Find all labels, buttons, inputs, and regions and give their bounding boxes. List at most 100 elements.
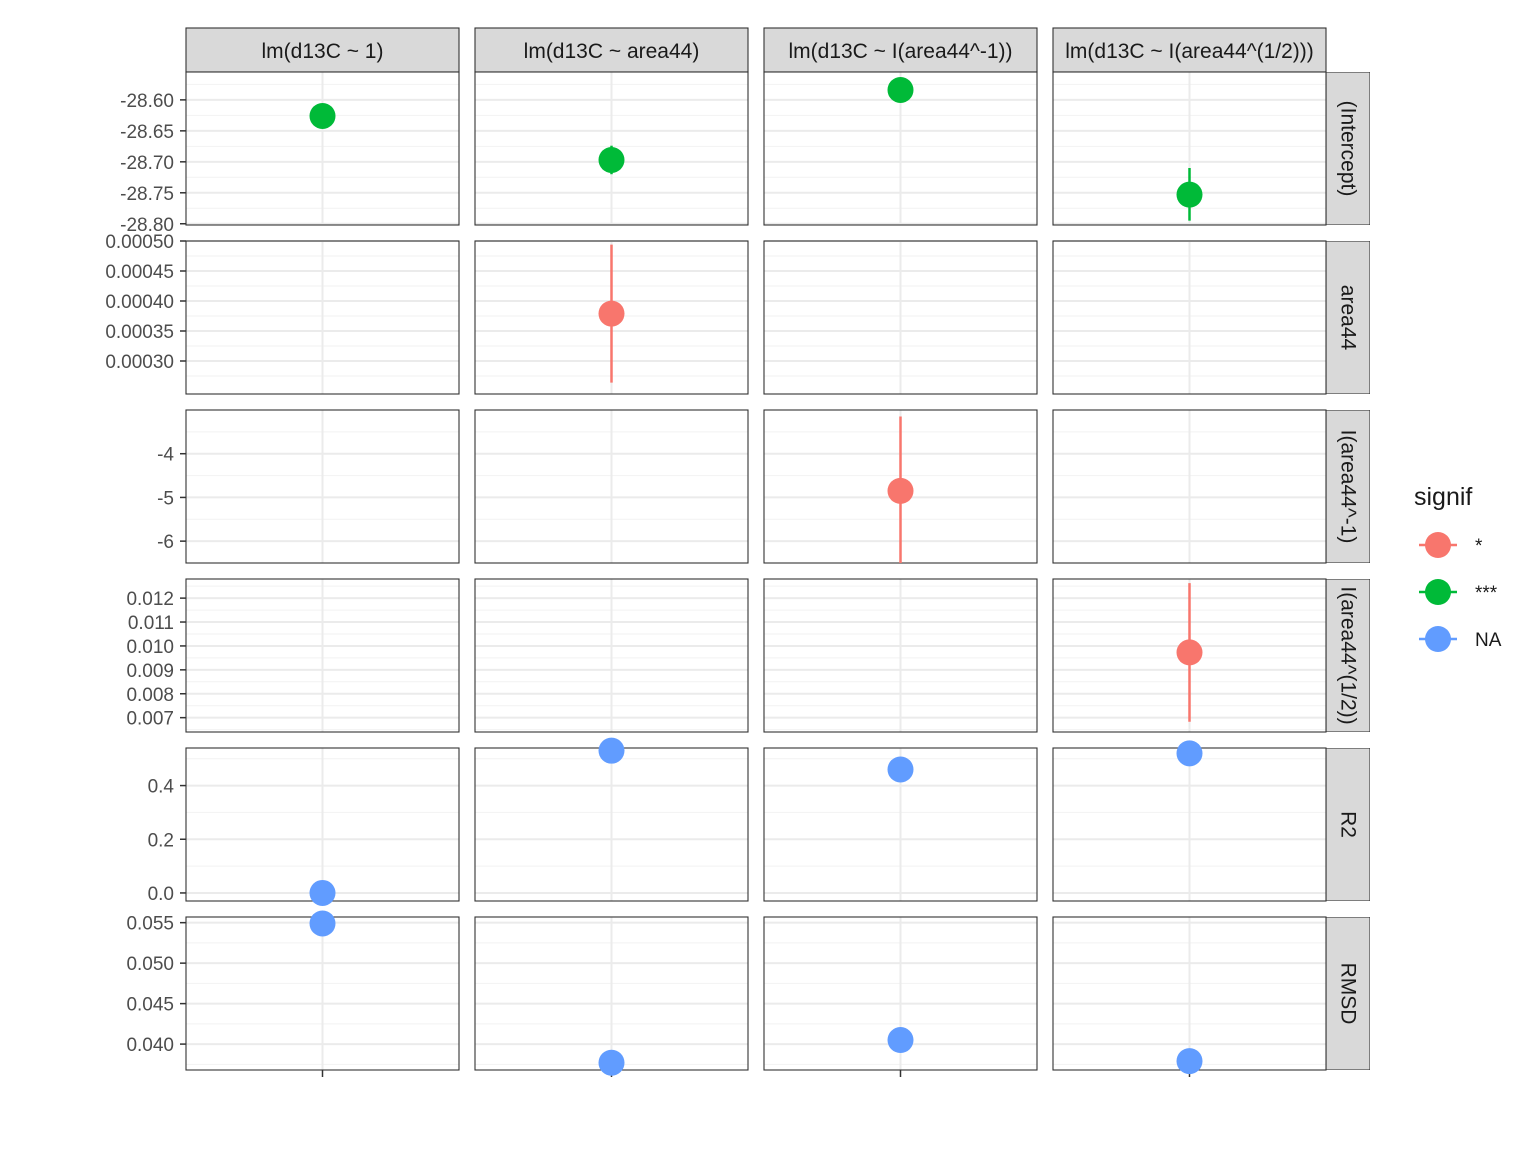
row-strip-bg bbox=[1326, 241, 1370, 394]
column-strip-3: lm(d13C ~ I(area44^-1)) bbox=[763, 27, 1038, 73]
y-tick-label: 0.011 bbox=[128, 613, 174, 634]
data-point-group bbox=[887, 756, 914, 783]
data-point-group bbox=[309, 879, 336, 906]
column-strip-label: lm(d13C ~ area44) bbox=[524, 40, 700, 63]
data-point-group bbox=[887, 416, 914, 563]
data-point-group bbox=[309, 910, 336, 937]
row-strip-bg bbox=[1326, 579, 1370, 732]
panel-r3-c4 bbox=[1052, 409, 1327, 564]
row-strip-label: I(area44^-1) bbox=[1337, 430, 1360, 544]
row-strip-label: I(area44^(1/2)) bbox=[1337, 586, 1360, 724]
column-strip-label: lm(d13C ~ I(area44^-1)) bbox=[788, 40, 1012, 63]
data-point bbox=[598, 146, 625, 173]
row-strip-label: area44 bbox=[1337, 285, 1360, 351]
column-strip-2: lm(d13C ~ area44) bbox=[474, 27, 749, 73]
panel-r5-c4 bbox=[1052, 747, 1327, 902]
data-point bbox=[598, 300, 625, 327]
data-point bbox=[1176, 639, 1203, 666]
data-point bbox=[1176, 740, 1203, 767]
legend-key-point bbox=[1425, 532, 1451, 558]
data-point-group bbox=[887, 76, 914, 103]
data-point-group bbox=[309, 102, 336, 129]
y-axis-row-5: 0.4 0.2 0.0 bbox=[148, 777, 186, 905]
legend-entry: *** bbox=[1419, 579, 1498, 605]
y-tick-label: -28.80 bbox=[120, 215, 174, 236]
column-strip-bg bbox=[1052, 27, 1327, 73]
legend-label: *** bbox=[1475, 583, 1498, 604]
panel-border bbox=[763, 71, 1038, 226]
y-axis-row-3: -4 -5 -6 bbox=[157, 445, 186, 553]
y-tick-label: 0.009 bbox=[126, 661, 174, 682]
row-strip-2: area44 bbox=[1326, 241, 1370, 394]
panel-r6-c1 bbox=[185, 916, 460, 1071]
panel-r6-c4 bbox=[1052, 916, 1327, 1071]
panel-border bbox=[763, 747, 1038, 902]
legend-key-point bbox=[1425, 579, 1451, 605]
y-tick-label: 0.00050 bbox=[105, 232, 174, 253]
y-axis-row-4: 0.012 0.011 0.010 0.009 0.008 0.007 bbox=[126, 589, 186, 730]
panel-border bbox=[1052, 240, 1327, 395]
y-tick-label: 0.045 bbox=[126, 995, 174, 1016]
data-point-group bbox=[1176, 1048, 1203, 1075]
row-strip-6: RMSD bbox=[1326, 917, 1370, 1070]
y-tick-label: 0.0 bbox=[148, 884, 174, 905]
legend-label: * bbox=[1475, 536, 1483, 557]
panel-r5-c2 bbox=[474, 747, 749, 902]
panel-r4-c1 bbox=[185, 578, 460, 733]
y-axis-row-2: 0.00050 0.00045 0.00040 0.00035 0.00030 bbox=[105, 232, 186, 373]
row-strip-bg bbox=[1326, 917, 1370, 1070]
row-strip-3: I(area44^-1) bbox=[1326, 410, 1370, 563]
panel-r2-c4 bbox=[1052, 240, 1327, 395]
data-point-group bbox=[1176, 168, 1203, 221]
data-point bbox=[887, 1027, 914, 1054]
panel-border bbox=[474, 240, 749, 395]
row-strip-4: I(area44^(1/2)) bbox=[1326, 579, 1370, 732]
data-point-group bbox=[598, 737, 625, 764]
data-point bbox=[309, 102, 336, 129]
y-tick-label: 0.007 bbox=[126, 709, 174, 730]
data-point bbox=[309, 879, 336, 906]
data-point bbox=[598, 737, 625, 764]
y-tick-label: -28.70 bbox=[120, 153, 174, 174]
column-strip-label: lm(d13C ~ 1) bbox=[262, 40, 384, 63]
panel-r1-c1 bbox=[185, 71, 460, 226]
legend-entry: NA bbox=[1419, 626, 1502, 652]
data-point bbox=[309, 910, 336, 937]
panel-r3-c1 bbox=[185, 409, 460, 564]
y-tick-label: -28.65 bbox=[120, 122, 174, 143]
y-tick-label: 0.00030 bbox=[105, 352, 174, 373]
panel-border bbox=[185, 71, 460, 226]
panel-r2-c3 bbox=[763, 240, 1038, 395]
y-tick-label: 0.00035 bbox=[105, 322, 174, 343]
row-strip-label: R2 bbox=[1337, 811, 1360, 838]
panel-border bbox=[1052, 71, 1327, 226]
data-point bbox=[1176, 1048, 1203, 1075]
panel-border bbox=[474, 71, 749, 226]
y-tick-label: 0.010 bbox=[126, 637, 174, 658]
data-points bbox=[309, 76, 1203, 1076]
data-point bbox=[1176, 181, 1203, 208]
panel-r5-c1 bbox=[185, 747, 460, 902]
row-strip-1: (Intercept) bbox=[1326, 72, 1370, 225]
y-tick-label: 0.008 bbox=[126, 685, 174, 706]
data-point-group bbox=[598, 1049, 625, 1076]
legend-key-point bbox=[1425, 626, 1451, 652]
panel-border bbox=[185, 240, 460, 395]
y-tick-label: -4 bbox=[157, 445, 174, 466]
row-strip-bg bbox=[1326, 748, 1370, 901]
panel-r6-c2 bbox=[474, 916, 749, 1071]
y-tick-label: 0.012 bbox=[126, 589, 174, 610]
y-tick-label: 0.00045 bbox=[105, 262, 174, 283]
data-point-group bbox=[1176, 583, 1203, 722]
data-point-group bbox=[887, 1027, 914, 1054]
column-strip-label: lm(d13C ~ I(area44^(1/2))) bbox=[1065, 40, 1314, 63]
y-tick-label: -28.60 bbox=[120, 91, 174, 112]
y-tick-label: 0.2 bbox=[148, 830, 174, 851]
column-strip-4: lm(d13C ~ I(area44^(1/2))) bbox=[1052, 27, 1327, 73]
data-point-group bbox=[598, 244, 625, 383]
data-point bbox=[598, 1049, 625, 1076]
y-tick-label: 0.055 bbox=[126, 914, 174, 935]
data-point-group bbox=[1176, 740, 1203, 767]
